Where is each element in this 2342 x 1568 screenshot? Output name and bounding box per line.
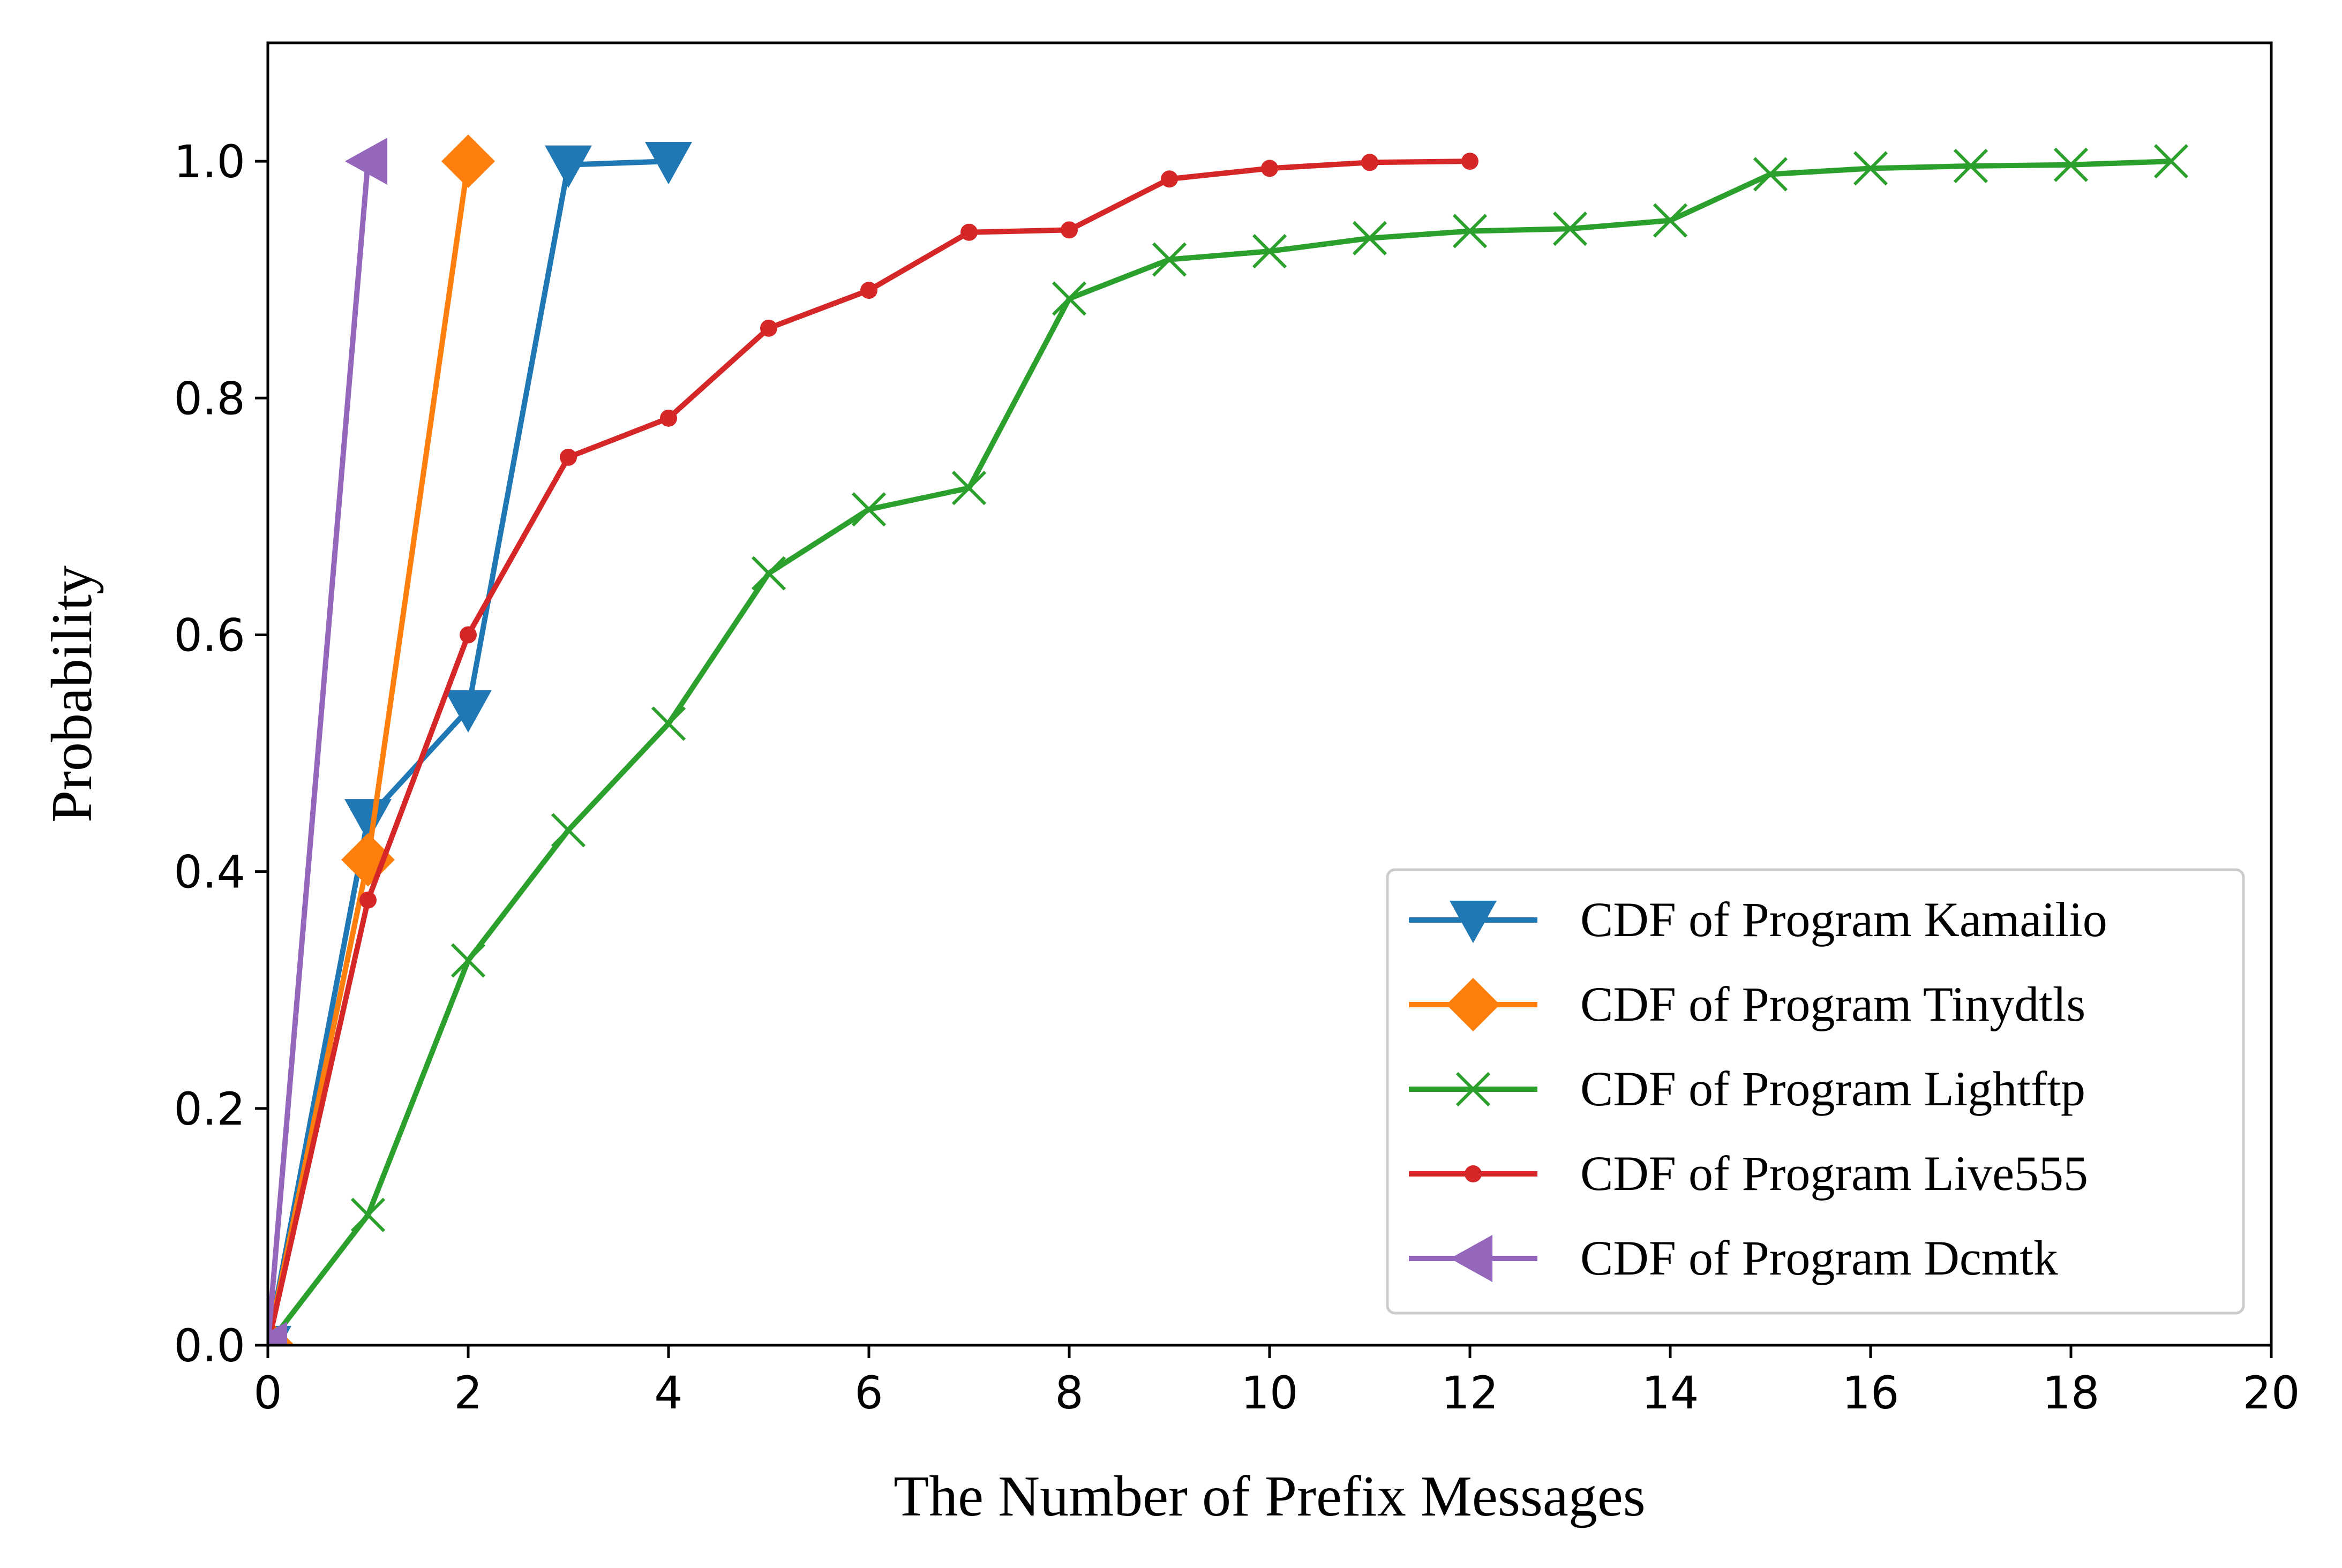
legend-marker — [1455, 1072, 1491, 1107]
y-tick-label: 0.0 — [174, 1320, 245, 1372]
data-point — [1261, 160, 1278, 177]
series-4 — [268, 138, 388, 1345]
legend-label: CDF of Program Kamailio — [1580, 892, 2107, 947]
x-tick-label: 14 — [1642, 1367, 1699, 1419]
data-point — [344, 138, 388, 185]
data-point — [359, 891, 377, 909]
series-line — [268, 161, 371, 1345]
data-point — [350, 1197, 386, 1232]
data-point — [1352, 221, 1387, 255]
data-point — [445, 690, 492, 733]
data-point — [1052, 281, 1087, 316]
series-1 — [268, 134, 495, 1345]
data-point — [551, 813, 586, 848]
data-point — [1653, 203, 1688, 238]
legend-label: CDF of Program Dcmtk — [1580, 1231, 2058, 1285]
y-axis: 0.0 0.2 0.4 0.6 0.8 1.0 — [174, 135, 268, 1372]
legend-marker — [1450, 1235, 1493, 1282]
legend-item: CDF of Program Tinydtls — [1409, 977, 2085, 1031]
x-tick-label: 16 — [1842, 1367, 1900, 1419]
legend-label: CDF of Program Live555 — [1580, 1146, 2088, 1201]
x-axis-title: The Number of Prefix Messages — [894, 1465, 1646, 1528]
data-point — [451, 943, 486, 978]
data-point — [441, 134, 495, 189]
data-point — [760, 319, 777, 337]
legend-item: CDF of Program Live555 — [1409, 1146, 2088, 1201]
series-3 — [268, 153, 1478, 1345]
legend-label: CDF of Program Lightftp — [1580, 1061, 2085, 1116]
data-point — [751, 556, 786, 591]
x-tick-label: 18 — [2043, 1367, 2100, 1419]
legend-item: CDF of Program Dcmtk — [1409, 1231, 2058, 1285]
data-point — [1161, 170, 1178, 188]
data-point — [560, 448, 577, 466]
y-tick-label: 0.2 — [174, 1083, 245, 1135]
data-point — [960, 223, 978, 241]
legend-label: CDF of Program Tinydtls — [1580, 977, 2085, 1031]
data-point — [1252, 233, 1287, 269]
series-line — [268, 159, 2172, 1345]
x-tick-label: 12 — [1442, 1367, 1499, 1419]
legend-marker — [1450, 900, 1497, 944]
data-point — [268, 1322, 288, 1345]
series-0 — [268, 142, 692, 1345]
data-point — [2053, 147, 2089, 182]
data-point — [460, 626, 477, 644]
data-point — [660, 409, 677, 427]
data-point — [860, 282, 877, 299]
legend-item: CDF of Program Kamailio — [1409, 892, 2107, 947]
legend-box — [1386, 868, 2245, 1315]
series-2 — [268, 144, 2189, 1345]
data-point — [1452, 214, 1488, 248]
y-tick-label: 0.6 — [174, 609, 245, 661]
legend-item: CDF of Program Lightftp — [1409, 1061, 2085, 1116]
data-point — [951, 471, 987, 506]
y-tick-label: 1.0 — [174, 135, 245, 188]
data-point — [645, 142, 692, 185]
legend-marker — [1465, 1165, 1482, 1182]
data-point — [1853, 151, 1888, 186]
data-point — [1061, 221, 1078, 239]
data-point — [2153, 144, 2189, 179]
y-tick-label: 0.8 — [174, 372, 245, 425]
x-tick-label: 10 — [1241, 1367, 1298, 1419]
data-point — [1953, 148, 1988, 184]
x-axis: 0 2 4 6 8 10 12 14 16 18 20 — [253, 1345, 2300, 1419]
data-point — [1753, 157, 1788, 192]
data-point — [545, 145, 592, 188]
x-tick-label: 8 — [1055, 1367, 1083, 1419]
data-point — [1361, 154, 1378, 171]
series-layer — [268, 134, 2189, 1345]
x-tick-label: 6 — [854, 1367, 883, 1419]
legend-marker — [1446, 978, 1500, 1031]
data-point — [1461, 153, 1478, 170]
data-point — [851, 492, 887, 527]
data-point — [1552, 211, 1588, 246]
y-axis-title: Probability — [40, 566, 104, 823]
data-point — [344, 799, 392, 842]
data-point — [341, 833, 395, 887]
x-tick-label: 20 — [2243, 1367, 2300, 1419]
x-tick-label: 4 — [654, 1367, 682, 1419]
data-point — [651, 706, 686, 741]
data-point — [1152, 242, 1187, 277]
legend: CDF of Program Kamailio CDF of Program Ti… — [1386, 868, 2245, 1315]
x-tick-label: 0 — [253, 1367, 282, 1419]
x-tick-label: 2 — [454, 1367, 482, 1419]
y-tick-label: 0.4 — [174, 846, 245, 899]
